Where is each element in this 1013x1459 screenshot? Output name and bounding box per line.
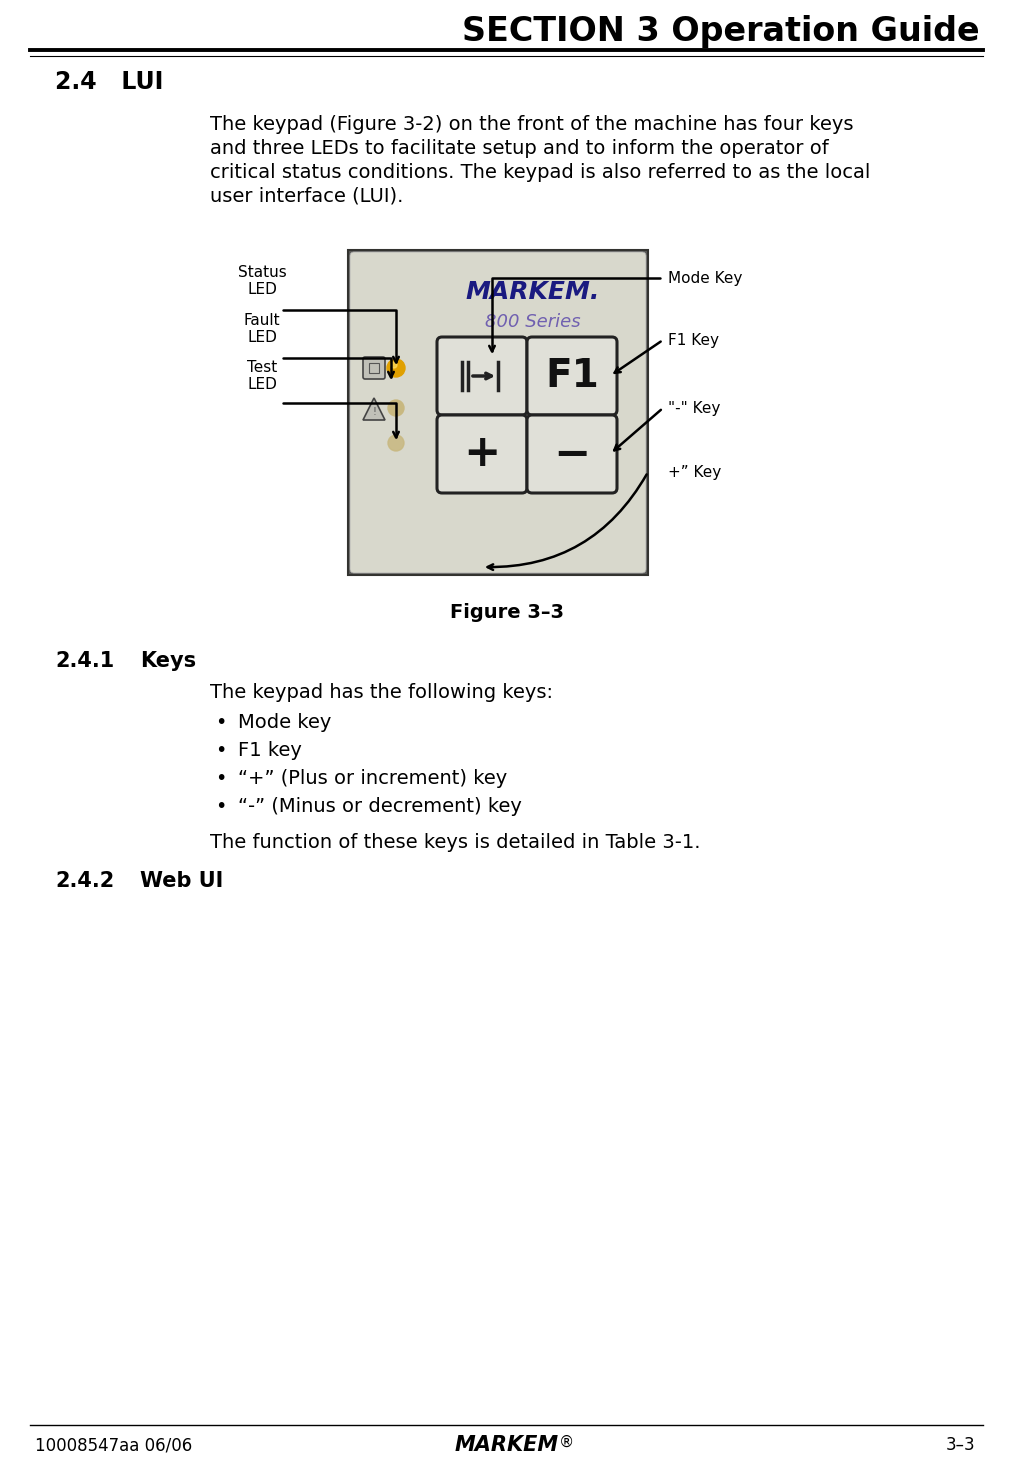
Circle shape [388, 435, 404, 451]
Text: Keys: Keys [140, 651, 197, 671]
FancyBboxPatch shape [437, 337, 527, 414]
Text: F1 key: F1 key [238, 741, 302, 760]
Text: •: • [215, 798, 226, 817]
Text: •: • [215, 713, 226, 732]
Text: −: − [553, 432, 591, 476]
Text: LED: LED [247, 330, 277, 344]
Text: 800 Series: 800 Series [485, 314, 580, 331]
FancyBboxPatch shape [363, 357, 385, 379]
Text: •: • [215, 741, 226, 760]
Text: Web UI: Web UI [140, 871, 223, 891]
FancyBboxPatch shape [527, 414, 617, 493]
Text: +: + [463, 432, 500, 476]
Text: Figure 3–3: Figure 3–3 [450, 604, 563, 623]
Text: user interface (LUI).: user interface (LUI). [210, 187, 403, 206]
Text: F1 Key: F1 Key [668, 333, 719, 347]
Text: SECTION 3 Operation Guide: SECTION 3 Operation Guide [462, 16, 980, 48]
Text: The function of these keys is detailed in Table 3-1.: The function of these keys is detailed i… [210, 833, 701, 852]
Text: Fault: Fault [244, 314, 281, 328]
Text: F1: F1 [545, 357, 599, 395]
Text: “+” (Plus or increment) key: “+” (Plus or increment) key [238, 769, 508, 788]
Text: The keypad has the following keys:: The keypad has the following keys: [210, 683, 553, 702]
Text: “-” (Minus or decrement) key: “-” (Minus or decrement) key [238, 798, 522, 817]
Text: MARKEM: MARKEM [455, 1436, 558, 1455]
Circle shape [387, 359, 405, 376]
Text: Test: Test [247, 360, 278, 375]
Text: "-" Key: "-" Key [668, 401, 720, 416]
Text: and three LEDs to facilitate setup and to inform the operator of: and three LEDs to facilitate setup and t… [210, 139, 829, 158]
Text: 10008547aa 06/06: 10008547aa 06/06 [35, 1436, 192, 1455]
FancyBboxPatch shape [527, 337, 617, 414]
Text: Status: Status [238, 266, 287, 280]
Text: Mode key: Mode key [238, 713, 331, 732]
Circle shape [391, 362, 397, 368]
Polygon shape [363, 398, 385, 420]
FancyBboxPatch shape [348, 249, 648, 575]
Text: 2.4.2: 2.4.2 [55, 871, 114, 891]
Text: LED: LED [247, 376, 277, 392]
Text: MARKEM.: MARKEM. [465, 280, 600, 303]
Text: 3–3: 3–3 [945, 1436, 975, 1455]
Text: +” Key: +” Key [668, 464, 721, 480]
Text: LED: LED [247, 282, 277, 298]
Text: •: • [215, 769, 226, 788]
Text: The keypad (Figure 3-2) on the front of the machine has four keys: The keypad (Figure 3-2) on the front of … [210, 115, 854, 134]
Text: ®: ® [558, 1434, 573, 1449]
FancyBboxPatch shape [350, 252, 646, 573]
FancyBboxPatch shape [437, 414, 527, 493]
Text: critical status conditions. The keypad is also referred to as the local: critical status conditions. The keypad i… [210, 163, 870, 182]
Circle shape [388, 400, 404, 416]
Text: 2.4   LUI: 2.4 LUI [55, 70, 163, 93]
Text: 2.4.1: 2.4.1 [55, 651, 114, 671]
Text: !: ! [372, 407, 376, 417]
Text: Mode Key: Mode Key [668, 270, 743, 286]
